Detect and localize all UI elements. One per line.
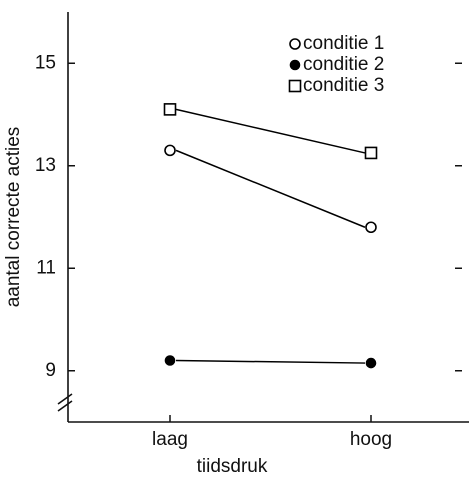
y-tick-label: 13 <box>35 155 56 176</box>
legend-label: conditie 2 <box>303 54 384 75</box>
point <box>163 103 177 116</box>
legend-marker <box>289 59 301 71</box>
point <box>164 355 176 366</box>
series-line <box>175 149 366 228</box>
point <box>365 357 377 369</box>
series-line <box>175 108 366 154</box>
series-line <box>175 359 366 364</box>
y-tick-label: 15 <box>35 52 56 73</box>
x-tick-label: laag <box>152 429 188 450</box>
x-tick-label: hoog <box>350 429 392 450</box>
point <box>164 144 176 157</box>
y-axis-label: aantal correcte acties <box>3 127 24 308</box>
legend-label: conditie 3 <box>303 75 384 96</box>
y-tick-label: 9 <box>45 360 56 381</box>
y-tick-label: 11 <box>36 257 56 278</box>
legend-label: conditie 1 <box>303 33 384 54</box>
legend-marker <box>289 38 301 50</box>
legend-marker <box>288 79 302 93</box>
point <box>364 146 378 160</box>
x-axis-label: tiidsdruk <box>197 456 268 477</box>
point <box>365 221 377 234</box>
axis-break <box>57 393 73 412</box>
